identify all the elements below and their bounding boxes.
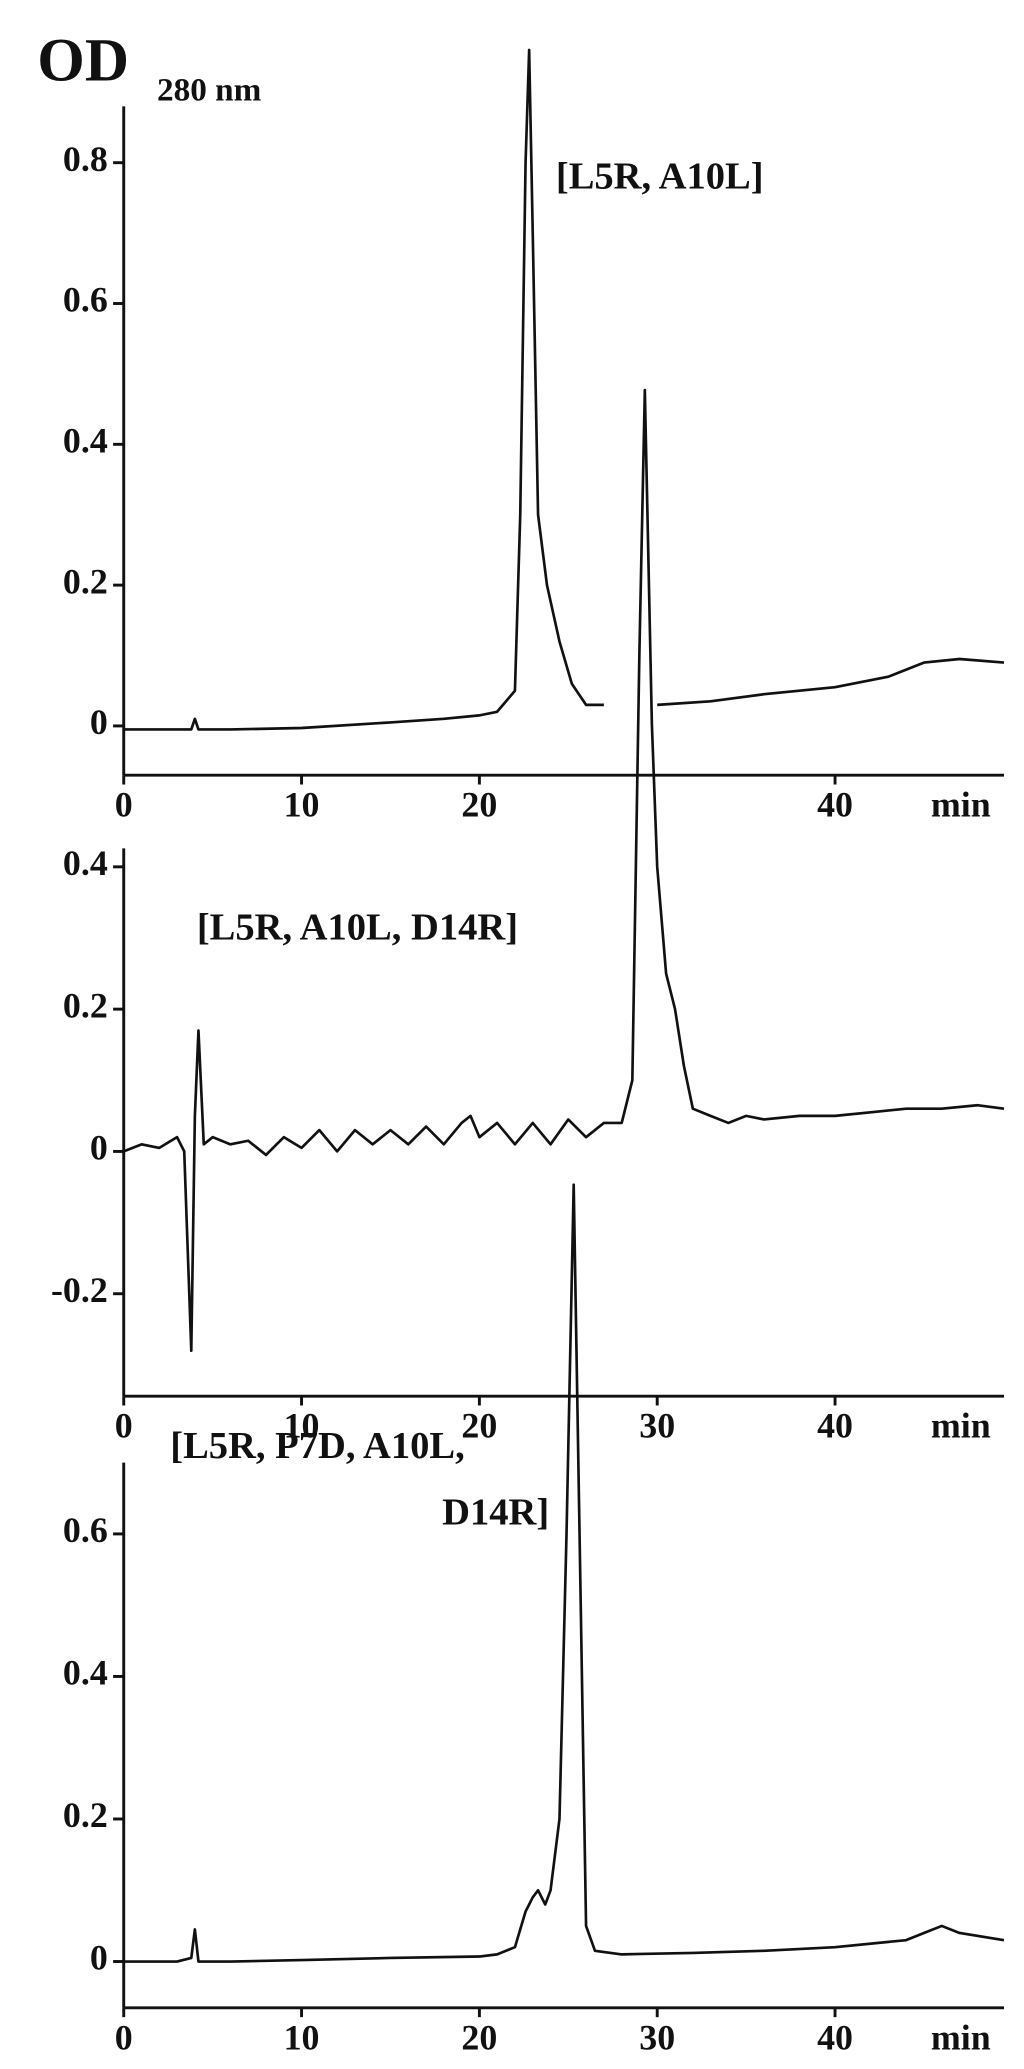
x-tick-label: 20 bbox=[461, 785, 497, 825]
y-tick-label: 0.6 bbox=[63, 280, 108, 320]
x-tick-label: 40 bbox=[817, 1406, 853, 1446]
y-tick-label: 0.8 bbox=[63, 139, 108, 179]
y-tick-label: -0.2 bbox=[51, 1270, 108, 1310]
y-tick-label: 0.2 bbox=[63, 561, 108, 601]
trace-line bbox=[123, 48, 1005, 731]
x-tick-label: 0 bbox=[115, 1406, 133, 1446]
x-tick-label: 0 bbox=[115, 2017, 133, 2057]
x-tick-label: 30 bbox=[639, 2017, 675, 2057]
annotation: [L5R, A10L] bbox=[556, 155, 764, 197]
x-tick-label: 20 bbox=[461, 2017, 497, 2057]
x-tick-label: 10 bbox=[284, 2017, 320, 2057]
y-tick-label: 0.2 bbox=[63, 985, 108, 1025]
chart-subtitle: 280 nm bbox=[157, 72, 262, 109]
x-tick-label: 40 bbox=[817, 785, 853, 825]
y-tick-label: 0.4 bbox=[63, 1653, 108, 1693]
y-tick-label: 0 bbox=[90, 702, 108, 742]
x-axis-label: min bbox=[931, 785, 991, 825]
chart-title: OD bbox=[37, 27, 129, 95]
x-tick-label: 10 bbox=[284, 1406, 320, 1446]
x-tick-label: 0 bbox=[115, 785, 133, 825]
annotation: [L5R, P7D, A10L, bbox=[170, 1425, 464, 1467]
x-tick-label: 20 bbox=[461, 1406, 497, 1446]
y-tick-label: 0.4 bbox=[63, 421, 108, 461]
x-tick-label: 10 bbox=[284, 785, 320, 825]
x-tick-label: 30 bbox=[639, 1406, 675, 1446]
y-tick-label: 0.6 bbox=[63, 1510, 108, 1550]
trace-line bbox=[123, 1183, 1005, 1963]
y-tick-label: 0.2 bbox=[63, 1795, 108, 1835]
y-tick-label: 0.4 bbox=[63, 843, 108, 883]
x-tick-label: 40 bbox=[817, 2017, 853, 2057]
x-axis-label: min bbox=[931, 1406, 991, 1446]
annotation: [L5R, A10L, D14R] bbox=[197, 907, 518, 949]
annotation: D14R] bbox=[442, 1492, 549, 1534]
y-tick-label: 0 bbox=[90, 1938, 108, 1978]
trace-line bbox=[123, 388, 1005, 1353]
y-tick-label: 0 bbox=[90, 1128, 108, 1168]
x-axis-label: min bbox=[931, 2017, 991, 2057]
